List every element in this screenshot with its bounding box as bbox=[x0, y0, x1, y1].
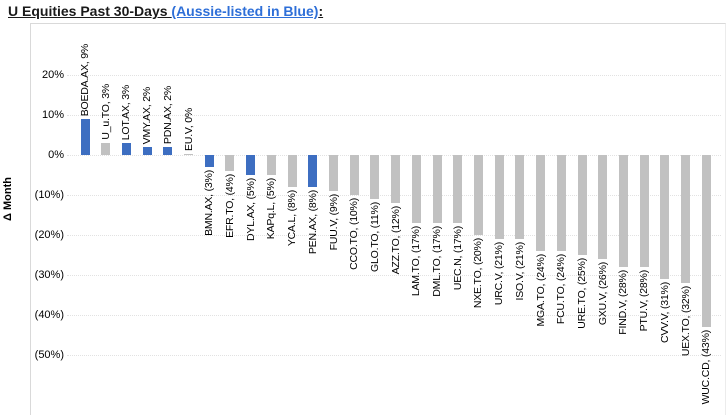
bar-WUC.CD bbox=[701, 155, 711, 327]
bar-UEC.N bbox=[453, 155, 463, 223]
bar-PTU.V bbox=[639, 155, 649, 267]
y-tick-label: (40%) bbox=[34, 309, 64, 321]
bar-label-LAM.TO: LAM.TO, (17%) bbox=[410, 226, 423, 297]
bar-label-EU.V: EU.V, 0% bbox=[182, 108, 195, 151]
bar-label-KAPq.L: KAPq.L, (5%) bbox=[265, 178, 278, 240]
gridline bbox=[67, 275, 721, 276]
bar-GLO.TO bbox=[370, 155, 380, 199]
bar-label-DML.TO: DML.TO, (17%) bbox=[431, 226, 444, 297]
gridline bbox=[67, 315, 721, 316]
bar-FCU.TO bbox=[556, 155, 566, 251]
y-tick-label: (20%) bbox=[34, 229, 64, 241]
bar-label-BOEDA.AX: BOEDA.AX, 9% bbox=[79, 43, 91, 116]
bar-URC.V bbox=[494, 155, 504, 239]
gridline bbox=[67, 75, 721, 76]
y-axis-title: Δ Month bbox=[2, 177, 14, 221]
bar-label-U_u.TO: U_u.TO, 3% bbox=[99, 84, 112, 140]
bar-BMN.AX bbox=[204, 155, 214, 167]
bar-AZZ.TO bbox=[391, 155, 401, 203]
bar-label-URE.TO: URE.TO, (25%) bbox=[576, 258, 589, 329]
bar-BOEDA.AX bbox=[80, 119, 90, 155]
bar-label-PDN.AX: PDN.AX, 2% bbox=[161, 85, 174, 144]
bar-label-GXU.V: GXU.V, (26%) bbox=[596, 262, 609, 326]
bar-VMY.AX bbox=[142, 147, 152, 155]
bar-label-EFR.TO: EFR.TO, (4%) bbox=[223, 174, 236, 238]
bar-LOT.AX bbox=[121, 143, 131, 155]
bar-label-NXE.TO: NXE.TO, (20%) bbox=[472, 238, 485, 309]
y-tick-label: (50%) bbox=[34, 349, 64, 361]
bar-UEX.TO bbox=[681, 155, 691, 283]
bar-label-PTU.V: PTU.V, (28%) bbox=[638, 270, 651, 332]
bar-FUU.V bbox=[329, 155, 339, 191]
bar-URE.TO bbox=[577, 155, 587, 255]
bar-DYL.AX bbox=[246, 155, 256, 175]
bar-label-AZZ.TO: AZZ.TO, (12%) bbox=[389, 206, 402, 275]
y-tick-label: (10%) bbox=[34, 189, 64, 201]
bar-LAM.TO bbox=[411, 155, 421, 223]
gridline bbox=[67, 235, 721, 236]
bar-label-UEX.TO: UEX.TO, (32%) bbox=[679, 286, 692, 357]
bar-label-MGA.TO: MGA.TO, (24%) bbox=[534, 254, 547, 327]
chart-title-highlight: (Aussie-listed in Blue) bbox=[171, 3, 319, 19]
bar-label-UEC.N: UEC.N, (17%) bbox=[451, 226, 464, 291]
bar-label-FCU.TO: FCU.TO, (24%) bbox=[555, 254, 568, 325]
bar-ISO.V bbox=[515, 155, 525, 239]
bar-label-YCA.L: YCA.L, (8%) bbox=[286, 190, 299, 247]
gridline bbox=[67, 355, 721, 356]
bar-CVV.V bbox=[660, 155, 670, 279]
bar-label-FUU.V: FUU.V, (9%) bbox=[327, 194, 340, 251]
bar-label-FIND.V: FIND.V, (28%) bbox=[617, 270, 630, 335]
bar-U_u.TO bbox=[101, 143, 111, 155]
bar-EU.V bbox=[184, 154, 194, 155]
chart-title-suffix: : bbox=[318, 3, 324, 19]
chart-title: U Equities Past 30-Days (Aussie-listed i… bbox=[8, 3, 323, 19]
bar-KAPq.L bbox=[266, 155, 276, 175]
y-tick-label: (30%) bbox=[34, 269, 64, 281]
bar-label-WUC.CD: WUC.CD, (43%) bbox=[700, 330, 713, 405]
bar-label-BMN.AX: BMN.AX, (3%) bbox=[203, 170, 216, 236]
y-tick-label: 10% bbox=[41, 109, 64, 121]
y-tick-label: 0% bbox=[48, 149, 64, 161]
bar-chart-area: 20% 10% 0% (10%) (20%) (30%) (40%) (50%) BOEDA.A… bbox=[30, 23, 726, 415]
bar-label-LOT.AX: LOT.AX, 3% bbox=[120, 84, 133, 140]
bar-MGA.TO bbox=[536, 155, 546, 251]
bar-label-PEN.AX: PEN.AX, (8%) bbox=[306, 190, 319, 255]
bar-YCA.L bbox=[287, 155, 297, 187]
bar-label-URC.V: URC.V, (21%) bbox=[493, 242, 506, 306]
y-tick-label: 20% bbox=[41, 69, 64, 81]
bar-GXU.V bbox=[598, 155, 608, 259]
chart-title-prefix: U Equities Past 30-Days bbox=[8, 3, 172, 19]
bar-label-CVV.V: CVV.V, (31%) bbox=[658, 282, 671, 344]
bar-label-GLO.TO: GLO.TO, (11%) bbox=[368, 202, 381, 272]
bar-EFR.TO bbox=[225, 155, 235, 171]
bar-label-DYL.AX: DYL.AX, (5%) bbox=[244, 178, 257, 241]
bar-DML.TO bbox=[432, 155, 442, 223]
bar-label-ISO.V: ISO.V, (21%) bbox=[513, 242, 526, 301]
bar-CCO.TO bbox=[349, 155, 359, 195]
bar-FIND.V bbox=[618, 155, 628, 267]
bar-PEN.AX bbox=[308, 155, 318, 187]
gridline bbox=[67, 115, 721, 116]
bar-PDN.AX bbox=[163, 147, 173, 155]
bar-NXE.TO bbox=[473, 155, 483, 235]
bar-label-CCO.TO: CCO.TO, (10%) bbox=[348, 198, 361, 270]
bar-label-VMY.AX: VMY.AX, 2% bbox=[141, 86, 154, 144]
